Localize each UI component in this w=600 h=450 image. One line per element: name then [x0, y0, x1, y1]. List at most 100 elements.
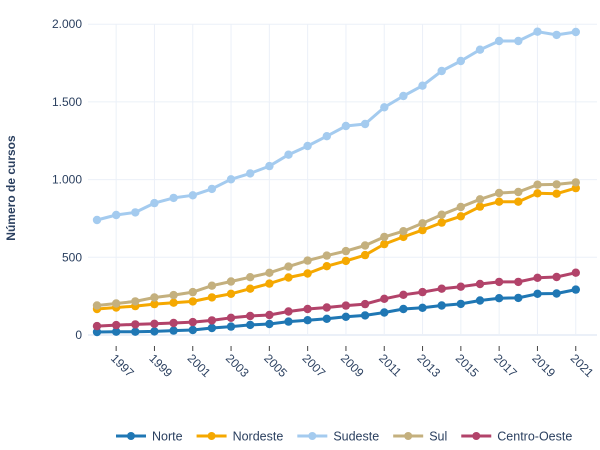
data-point-centro-oeste[interactable]	[92, 321, 102, 331]
data-point-sudeste[interactable]	[92, 215, 102, 225]
data-point-norte[interactable]	[322, 314, 331, 323]
data-point-nordeste[interactable]	[150, 299, 159, 309]
data-point-nordeste[interactable]	[265, 279, 274, 288]
data-point-sudeste[interactable]	[552, 30, 561, 40]
data-point-nordeste[interactable]	[303, 269, 312, 278]
data-point-norte[interactable]	[131, 327, 140, 336]
data-point-nordeste[interactable]	[514, 197, 523, 206]
data-point-sudeste[interactable]	[456, 56, 465, 66]
data-point-sudeste[interactable]	[226, 175, 236, 184]
data-point-sul[interactable]	[112, 299, 121, 308]
data-point-sudeste[interactable]	[169, 193, 178, 203]
data-point-sul[interactable]	[341, 246, 351, 256]
data-point-centro-oeste[interactable]	[399, 290, 408, 299]
data-point-sudeste[interactable]	[418, 81, 427, 90]
data-point-sul[interactable]	[360, 241, 370, 250]
data-point-norte[interactable]	[571, 285, 580, 294]
data-point-nordeste[interactable]	[552, 189, 561, 198]
data-point-norte[interactable]	[303, 316, 312, 325]
legend-item-sudeste[interactable]: Sudeste	[297, 430, 379, 444]
data-point-nordeste[interactable]	[207, 293, 217, 302]
data-point-norte[interactable]	[494, 294, 504, 303]
data-point-nordeste[interactable]	[246, 284, 255, 293]
data-point-sudeste[interactable]	[265, 161, 274, 171]
data-point-norte[interactable]	[284, 317, 293, 326]
data-point-centro-oeste[interactable]	[494, 277, 504, 287]
data-point-norte[interactable]	[150, 327, 159, 336]
data-point-centro-oeste[interactable]	[131, 320, 140, 329]
data-point-sul[interactable]	[265, 268, 274, 277]
data-point-sudeste[interactable]	[533, 27, 542, 36]
data-point-sul[interactable]	[207, 281, 217, 290]
data-point-sul[interactable]	[418, 219, 427, 228]
legend-item-sul[interactable]: Sul	[393, 430, 447, 444]
data-point-norte[interactable]	[188, 325, 197, 335]
data-point-sul[interactable]	[475, 195, 485, 204]
data-point-sudeste[interactable]	[475, 45, 485, 54]
data-point-sul[interactable]	[131, 297, 140, 306]
data-point-nordeste[interactable]	[475, 202, 485, 211]
data-point-centro-oeste[interactable]	[265, 310, 274, 320]
data-point-sul[interactable]	[494, 188, 504, 198]
data-point-sul[interactable]	[246, 273, 255, 282]
data-point-sudeste[interactable]	[437, 66, 446, 76]
data-point-centro-oeste[interactable]	[150, 319, 159, 328]
data-point-sudeste[interactable]	[341, 121, 351, 131]
data-point-norte[interactable]	[265, 319, 274, 329]
data-point-centro-oeste[interactable]	[112, 320, 121, 330]
data-point-norte[interactable]	[92, 327, 102, 337]
data-point-nordeste[interactable]	[284, 273, 293, 282]
data-point-sul[interactable]	[150, 293, 159, 302]
data-point-sul[interactable]	[92, 301, 102, 310]
data-point-sul[interactable]	[284, 262, 293, 271]
data-point-sudeste[interactable]	[494, 36, 504, 46]
data-point-norte[interactable]	[418, 303, 427, 312]
data-point-norte[interactable]	[169, 326, 178, 335]
data-point-sudeste[interactable]	[112, 210, 121, 220]
data-point-sudeste[interactable]	[360, 119, 370, 129]
data-point-sudeste[interactable]	[571, 27, 580, 37]
legend-item-centro-oeste[interactable]: Centro-Oeste	[461, 430, 572, 444]
data-point-nordeste[interactable]	[169, 298, 178, 307]
data-point-norte[interactable]	[246, 320, 255, 330]
data-point-norte[interactable]	[226, 322, 236, 331]
data-point-nordeste[interactable]	[341, 256, 351, 266]
data-point-nordeste[interactable]	[418, 225, 427, 235]
data-point-sudeste[interactable]	[399, 91, 408, 101]
data-point-sudeste[interactable]	[207, 184, 217, 194]
data-point-sul[interactable]	[380, 232, 389, 242]
data-point-sul[interactable]	[456, 202, 465, 212]
data-point-centro-oeste[interactable]	[207, 316, 217, 325]
data-point-sul[interactable]	[552, 180, 561, 189]
data-point-nordeste[interactable]	[380, 239, 389, 249]
data-point-sudeste[interactable]	[131, 208, 140, 217]
data-point-sudeste[interactable]	[188, 191, 197, 200]
data-point-sul[interactable]	[226, 277, 236, 286]
data-point-norte[interactable]	[552, 289, 561, 298]
data-point-centro-oeste[interactable]	[284, 307, 293, 316]
data-point-sudeste[interactable]	[150, 198, 159, 208]
data-point-sudeste[interactable]	[380, 103, 389, 112]
data-point-nordeste[interactable]	[226, 289, 236, 298]
data-point-centro-oeste[interactable]	[533, 273, 542, 282]
data-point-sul[interactable]	[399, 227, 408, 236]
legend-item-norte[interactable]: Norte	[116, 430, 183, 444]
data-point-nordeste[interactable]	[456, 212, 465, 221]
data-point-centro-oeste[interactable]	[341, 301, 351, 310]
data-point-centro-oeste[interactable]	[418, 287, 427, 297]
data-point-norte[interactable]	[437, 301, 446, 310]
data-point-sul[interactable]	[514, 187, 523, 197]
data-point-sul[interactable]	[322, 251, 331, 260]
data-point-centro-oeste[interactable]	[437, 284, 446, 293]
data-point-sul[interactable]	[303, 256, 312, 265]
data-point-centro-oeste[interactable]	[475, 279, 485, 289]
data-point-sudeste[interactable]	[246, 169, 255, 178]
data-point-centro-oeste[interactable]	[226, 313, 236, 322]
data-point-sul[interactable]	[188, 287, 197, 297]
data-point-sul[interactable]	[571, 178, 580, 187]
data-point-norte[interactable]	[360, 311, 370, 320]
data-point-norte[interactable]	[456, 299, 465, 309]
data-point-norte[interactable]	[533, 289, 542, 298]
data-point-nordeste[interactable]	[188, 297, 197, 306]
data-point-norte[interactable]	[399, 304, 408, 314]
